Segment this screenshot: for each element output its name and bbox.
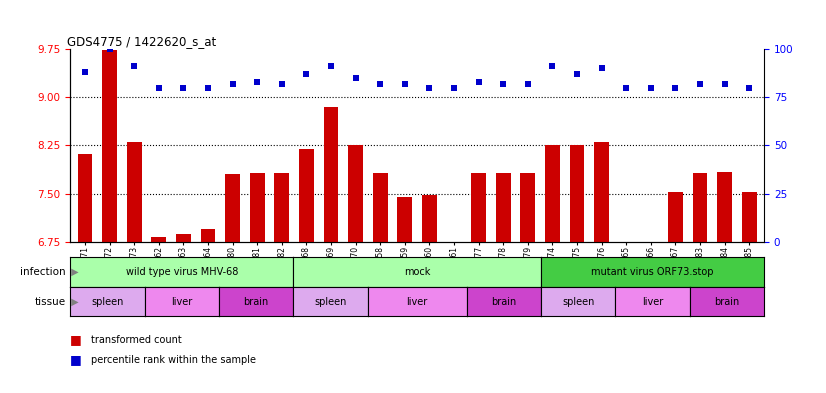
Point: [472, 79, 485, 85]
Point: [152, 84, 165, 91]
Point: [250, 79, 263, 85]
Text: liver: liver: [642, 297, 663, 307]
Point: [423, 84, 436, 91]
Text: infection: infection: [21, 267, 66, 277]
Bar: [570, 145, 585, 242]
Text: wild type virus MHV-68: wild type virus MHV-68: [126, 267, 238, 277]
Bar: [717, 172, 732, 242]
Text: ▶: ▶: [68, 297, 78, 307]
Bar: [472, 173, 486, 242]
Text: spleen: spleen: [562, 297, 595, 307]
Point: [349, 75, 363, 81]
Bar: [619, 242, 634, 246]
Bar: [225, 174, 240, 242]
Point: [546, 63, 559, 70]
Point: [127, 63, 140, 70]
Text: transformed count: transformed count: [91, 335, 182, 345]
Text: liver: liver: [406, 297, 428, 307]
Bar: [249, 173, 264, 242]
Bar: [127, 142, 141, 242]
Point: [571, 71, 584, 77]
Text: brain: brain: [244, 297, 268, 307]
Text: mutant virus ORF73.stop: mutant virus ORF73.stop: [591, 267, 714, 277]
Point: [496, 81, 510, 87]
Point: [644, 84, 657, 91]
Text: brain: brain: [714, 297, 739, 307]
Text: mock: mock: [404, 267, 430, 277]
Bar: [78, 154, 93, 242]
Bar: [373, 173, 387, 242]
Bar: [102, 50, 117, 242]
Point: [300, 71, 313, 77]
Point: [373, 81, 387, 87]
Bar: [151, 237, 166, 242]
Point: [595, 65, 608, 72]
Bar: [397, 197, 412, 242]
Bar: [349, 145, 363, 242]
Point: [226, 81, 240, 87]
Text: GDS4775 / 1422620_s_at: GDS4775 / 1422620_s_at: [67, 35, 216, 48]
Text: percentile rank within the sample: percentile rank within the sample: [91, 354, 256, 365]
Text: ▶: ▶: [68, 267, 78, 277]
Bar: [496, 173, 510, 242]
Bar: [643, 242, 658, 246]
Point: [718, 81, 731, 87]
Bar: [742, 192, 757, 242]
Point: [275, 81, 288, 87]
Point: [177, 84, 190, 91]
Point: [669, 84, 682, 91]
Text: tissue: tissue: [35, 297, 66, 307]
Bar: [693, 173, 707, 242]
Bar: [545, 145, 560, 242]
Point: [202, 84, 215, 91]
Point: [78, 69, 92, 75]
Text: ■: ■: [70, 333, 82, 347]
Text: spleen: spleen: [91, 297, 124, 307]
Bar: [274, 173, 289, 242]
Bar: [447, 242, 462, 246]
Bar: [176, 234, 191, 242]
Point: [521, 81, 534, 87]
Point: [398, 81, 411, 87]
Point: [325, 63, 338, 70]
Bar: [668, 192, 683, 242]
Bar: [299, 149, 314, 242]
Text: ■: ■: [70, 353, 82, 366]
Bar: [201, 229, 216, 242]
Point: [103, 46, 116, 52]
Text: spleen: spleen: [314, 297, 347, 307]
Text: liver: liver: [171, 297, 192, 307]
Bar: [520, 173, 535, 242]
Bar: [594, 142, 609, 242]
Point: [448, 84, 461, 91]
Point: [743, 84, 756, 91]
Point: [620, 84, 633, 91]
Text: brain: brain: [491, 297, 516, 307]
Bar: [324, 107, 339, 242]
Point: [694, 81, 707, 87]
Bar: [422, 195, 437, 242]
